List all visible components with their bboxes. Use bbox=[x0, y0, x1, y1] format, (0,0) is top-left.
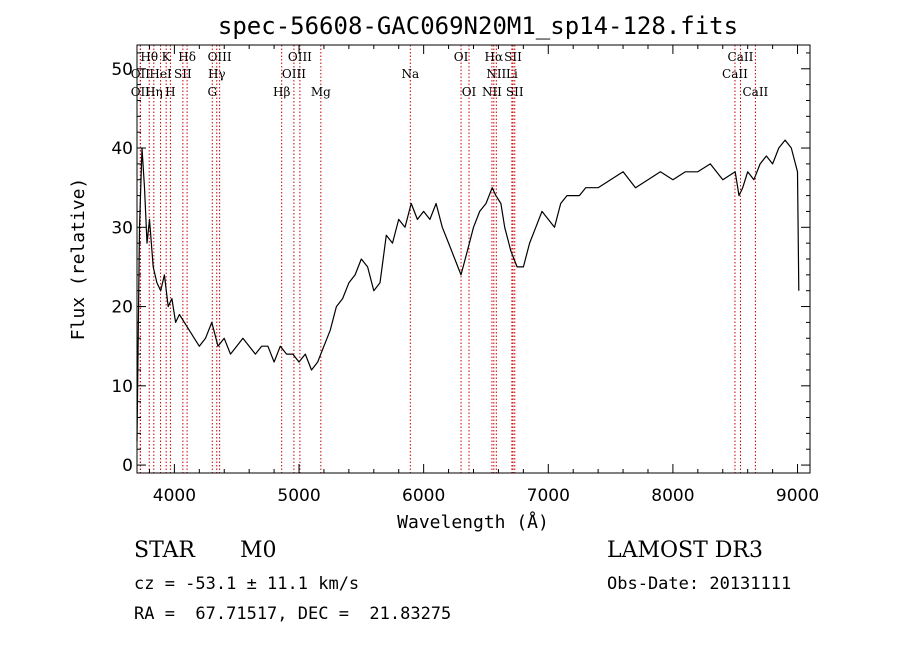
redshift-velocity: cz = -53.1 ± 11.1 km/s bbox=[134, 574, 360, 594]
x-tick-label-2: 6000 bbox=[402, 486, 445, 506]
spectrum-series bbox=[136, 139, 800, 442]
emission-line-label-8: CaII bbox=[728, 50, 754, 64]
emission-line-label-24: OI bbox=[462, 85, 477, 99]
emission-line-label-12: Hγ bbox=[208, 67, 226, 81]
emission-line-label-0: Hθ bbox=[140, 50, 158, 64]
emission-line-label-16: Li bbox=[506, 67, 518, 81]
emission-line-label-17: CaII bbox=[722, 67, 748, 81]
x-tick-label-0: 4000 bbox=[153, 486, 196, 506]
object-subclass: M0 bbox=[240, 538, 277, 563]
emission-line-label-18: OII bbox=[131, 85, 151, 99]
chart-title: spec-56608-GAC069N20M1_sp14-128.fits bbox=[218, 12, 738, 40]
x-tick-label-4: 8000 bbox=[651, 486, 694, 506]
y-tick-label-4: 40 bbox=[111, 139, 133, 159]
y-tick-label-5: 50 bbox=[111, 60, 133, 80]
emission-line-label-7: SII bbox=[504, 50, 522, 64]
y-axis-label: Flux (relative) bbox=[68, 178, 89, 341]
emission-line-label-26: SII bbox=[506, 85, 524, 99]
emission-line-label-20: H bbox=[165, 85, 175, 99]
emission-line-label-25: NII bbox=[482, 85, 502, 99]
coordinates: RA = 67.71517, DEC = 21.83275 bbox=[134, 604, 452, 624]
y-tick-label-1: 10 bbox=[111, 377, 133, 397]
x-tick-label-1: 5000 bbox=[277, 486, 320, 506]
emission-line-label-6: Hα bbox=[485, 50, 504, 64]
emission-line-label-9: OII bbox=[131, 67, 151, 81]
emission-line-label-13: OIII bbox=[282, 67, 306, 81]
emission-line-label-27: CaII bbox=[742, 85, 768, 99]
emission-line-label-11: SII bbox=[174, 67, 192, 81]
emission-line-label-22: Hβ bbox=[273, 85, 290, 99]
x-tick-label-3: 7000 bbox=[527, 486, 570, 506]
y-tick-label-3: 30 bbox=[111, 218, 133, 238]
axis-ticks: 4000 5000 6000 7000 8000 9000 0 10 20 30 40 50 bbox=[111, 45, 819, 506]
emission-line-label-23: Mg bbox=[311, 85, 331, 99]
emission-line-label-10: HeI bbox=[149, 67, 172, 81]
object-class: STAR bbox=[134, 538, 195, 563]
y-tick-label-0: 0 bbox=[122, 456, 133, 476]
plot-frame bbox=[136, 44, 811, 474]
observation-date: Obs-Date: 20131111 bbox=[607, 574, 792, 594]
x-axis-label: Wavelength (Å) bbox=[397, 511, 549, 533]
emission-line-label-14: Na bbox=[401, 67, 419, 81]
emission-line-label-1: K bbox=[162, 50, 172, 64]
emission-line-label-2: Hδ bbox=[178, 50, 196, 64]
emission-line-label-5: OI bbox=[454, 50, 469, 64]
emission-line-label-15: NII bbox=[486, 67, 506, 81]
x-tick-label-5: 9000 bbox=[776, 486, 819, 506]
emission-line-markers bbox=[139, 45, 756, 473]
y-tick-label-2: 20 bbox=[111, 298, 133, 318]
emission-line-label-21: G bbox=[207, 85, 217, 99]
spectrum-line bbox=[136, 139, 800, 442]
emission-line-label-4: OIII bbox=[288, 50, 312, 64]
survey-name: LAMOST DR3 bbox=[607, 538, 763, 563]
emission-line-label-19: Hη bbox=[145, 85, 163, 99]
emission-line-label-3: OIII bbox=[208, 50, 232, 64]
